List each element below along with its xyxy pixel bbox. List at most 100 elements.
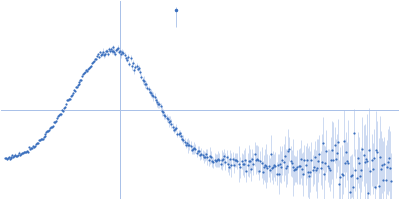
Point: [308, 158, 314, 161]
Point: [197, 154, 204, 157]
Point: [61, 106, 67, 110]
Point: [359, 147, 366, 150]
Point: [337, 175, 344, 178]
Point: [95, 53, 101, 56]
Point: [66, 97, 73, 100]
Point: [210, 161, 217, 164]
Point: [48, 125, 54, 129]
Point: [16, 151, 22, 154]
Point: [284, 165, 290, 168]
Point: [365, 191, 371, 195]
Point: [108, 49, 115, 52]
Point: [388, 180, 394, 183]
Point: [239, 159, 245, 163]
Point: [99, 52, 105, 55]
Point: [191, 146, 198, 150]
Point: [137, 71, 144, 74]
Point: [153, 99, 159, 102]
Point: [290, 166, 296, 169]
Point: [64, 98, 70, 101]
Point: [36, 139, 43, 142]
Point: [109, 46, 116, 49]
Point: [161, 113, 168, 116]
Point: [291, 168, 297, 171]
Point: [46, 128, 52, 131]
Point: [270, 166, 276, 169]
Point: [131, 69, 138, 72]
Point: [25, 150, 31, 153]
Point: [379, 164, 385, 167]
Point: [330, 159, 336, 162]
Point: [307, 170, 314, 173]
Point: [257, 160, 264, 163]
Point: [72, 89, 78, 92]
Point: [173, 126, 180, 129]
Point: [158, 105, 164, 108]
Point: [107, 48, 114, 51]
Point: [378, 168, 384, 171]
Point: [110, 50, 117, 53]
Point: [13, 155, 20, 158]
Point: [58, 113, 64, 116]
Point: [252, 158, 259, 161]
Point: [268, 152, 274, 155]
Point: [128, 56, 134, 59]
Point: [172, 128, 178, 131]
Point: [84, 69, 90, 72]
Point: [373, 149, 380, 152]
Point: [126, 62, 133, 65]
Point: [219, 158, 225, 161]
Point: [252, 152, 258, 155]
Point: [232, 158, 238, 162]
Point: [305, 171, 311, 174]
Point: [120, 51, 127, 54]
Point: [98, 53, 104, 56]
Point: [26, 146, 32, 149]
Point: [294, 165, 301, 169]
Point: [319, 160, 325, 163]
Point: [274, 172, 280, 175]
Point: [185, 144, 192, 147]
Point: [360, 154, 367, 157]
Point: [256, 170, 262, 173]
Point: [380, 178, 386, 181]
Point: [316, 152, 323, 155]
Point: [247, 159, 253, 163]
Point: [327, 169, 333, 172]
Point: [221, 155, 228, 158]
Point: [177, 132, 183, 135]
Point: [264, 166, 270, 169]
Point: [271, 164, 278, 167]
Point: [385, 160, 391, 163]
Point: [12, 153, 18, 156]
Point: [182, 140, 188, 143]
Point: [258, 161, 265, 164]
Point: [59, 108, 65, 111]
Point: [70, 92, 76, 95]
Point: [80, 72, 86, 75]
Point: [57, 113, 63, 116]
Point: [382, 178, 389, 182]
Point: [363, 157, 369, 160]
Point: [154, 101, 160, 104]
Point: [44, 129, 51, 133]
Point: [166, 120, 172, 123]
Point: [374, 151, 381, 154]
Point: [222, 160, 229, 163]
Point: [122, 53, 128, 56]
Point: [341, 139, 347, 143]
Point: [82, 71, 88, 74]
Point: [322, 161, 328, 164]
Point: [28, 147, 34, 150]
Point: [180, 138, 187, 142]
Point: [146, 88, 152, 91]
Point: [215, 157, 222, 160]
Point: [70, 88, 77, 91]
Point: [234, 160, 241, 163]
Point: [174, 132, 181, 135]
Point: [4, 156, 11, 159]
Point: [55, 115, 61, 118]
Point: [93, 57, 99, 61]
Point: [246, 159, 252, 162]
Point: [66, 98, 72, 101]
